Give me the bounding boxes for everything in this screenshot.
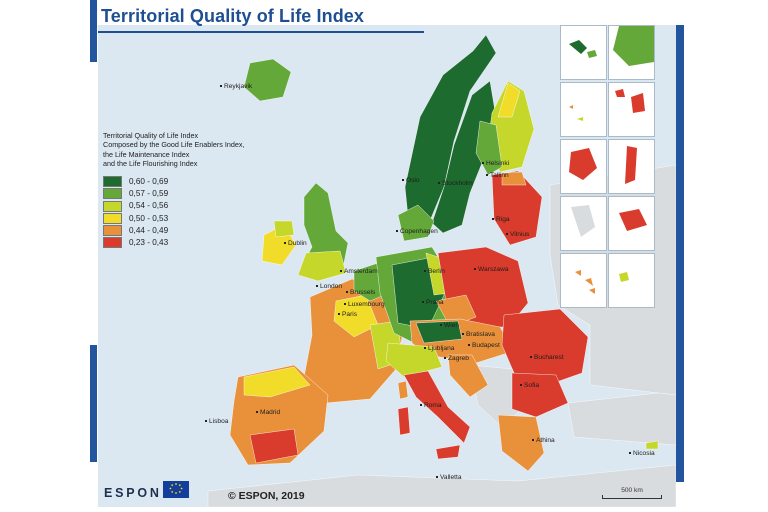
left-frame-bar-bottom [90, 345, 97, 462]
land-uk-south [297, 250, 347, 282]
legend-heading: Territorial Quality of Life Index [103, 131, 199, 140]
legend-label: 0,50 - 0,53 [129, 213, 169, 223]
city-label: Bucharest [530, 354, 564, 361]
city-label: Budapest [468, 342, 500, 349]
land-ireland-north [273, 220, 295, 238]
inset-7 [560, 196, 607, 251]
legend-item: 0,23 - 0,43 [103, 237, 273, 249]
land-iberia-north [243, 366, 311, 398]
city-label: Brussels [346, 289, 375, 296]
city-label: Copenhagen [396, 228, 438, 235]
city-label: Valletta [436, 474, 462, 481]
left-frame-bar-top [90, 0, 97, 62]
inset-2 [608, 25, 655, 80]
legend-item: 0,50 - 0,53 [103, 212, 273, 224]
eu-flag-icon [163, 481, 189, 498]
city-label: Wien [440, 322, 459, 329]
city-label: Warszawa [474, 266, 509, 273]
legend-item: 0,54 - 0,56 [103, 200, 273, 212]
inset-5 [560, 139, 607, 194]
city-label: Madrid [256, 409, 280, 416]
city-label: Berlin [424, 268, 445, 275]
legend-subtitle-line-3: and the Life Flourishing Index [103, 159, 198, 169]
city-label: Sofia [520, 382, 539, 389]
scale-bar: 500 km [602, 487, 662, 499]
legend-label: 0,44 - 0,49 [129, 225, 169, 235]
inset-3 [560, 82, 607, 137]
city-label: Oslo [402, 177, 420, 184]
legend-label: 0,60 - 0,69 [129, 177, 169, 187]
legend-items: 0,60 - 0,69 0,57 - 0,59 0,54 - 0,56 0,50… [103, 176, 273, 249]
espon-logo: ESPON [104, 486, 162, 500]
land-greece [497, 414, 545, 472]
land-turkey-nonespon [567, 390, 676, 446]
city-label: Ljubljana [424, 345, 454, 352]
inset-4 [608, 82, 655, 137]
legend-subtitle-line-1: Composed by the Good Life Enablers Index… [103, 140, 245, 150]
land-finland-north [497, 82, 521, 118]
land-sicily [435, 444, 461, 460]
land-africa-nonespon [207, 464, 676, 507]
land-corsica [397, 380, 409, 400]
city-label: Luxembourg [344, 301, 385, 308]
land-romania [501, 308, 589, 386]
scale-bar-line [602, 495, 662, 499]
legend-swatch [103, 212, 122, 224]
legend-item: 0,44 - 0,49 [103, 224, 273, 236]
legend: Territorial Quality of Life Index Compos… [103, 131, 273, 249]
city-label: Paris [338, 311, 357, 318]
inset-9 [560, 253, 607, 308]
city-label: Amsterdam [340, 268, 378, 275]
city-label: Riga [492, 216, 510, 223]
land-sardinia [397, 406, 411, 436]
legend-subtitle-line-2: the Life Maintenance Index [103, 149, 190, 159]
city-label: Roma [420, 402, 442, 409]
city-label: Stockholm [438, 180, 473, 187]
scale-bar-label: 500 km [621, 487, 643, 494]
city-label: Tallinn [486, 172, 509, 179]
inset-8 [608, 196, 655, 251]
city-label: Athina [532, 437, 555, 444]
legend-swatch [103, 237, 122, 249]
legend-swatch [103, 188, 122, 200]
land-iberia-south [249, 428, 299, 464]
legend-swatch [103, 176, 122, 188]
legend-item: 0,57 - 0,59 [103, 188, 273, 200]
legend-label: 0,23 - 0,43 [129, 237, 169, 247]
city-label: Helsinki [482, 160, 509, 167]
title-underline [98, 31, 424, 33]
inset-6 [608, 139, 655, 194]
land-iceland [243, 58, 292, 102]
city-label: Vilnius [506, 231, 529, 238]
legend-swatch [103, 200, 122, 212]
city-label: Nicosia [629, 450, 655, 457]
city-label: London [316, 283, 342, 290]
copyright-notice: © ESPON, 2019 [228, 490, 305, 502]
legend-swatch [103, 224, 122, 236]
page-title: Territorial Quality of Life Index [101, 6, 365, 26]
legend-item: 0,60 - 0,69 [103, 176, 273, 188]
legend-label: 0,54 - 0,56 [129, 201, 169, 211]
right-frame-bar [676, 25, 684, 482]
city-label: Zagreb [444, 355, 469, 362]
legend-label: 0,57 - 0,59 [129, 189, 169, 199]
land-czechia [435, 294, 477, 328]
city-label: Praha [422, 299, 444, 306]
inset-1 [560, 25, 607, 80]
land-cyprus [645, 440, 659, 450]
inset-10 [608, 253, 655, 308]
city-label: Reykjavik [220, 83, 252, 90]
city-label: Dublin [284, 240, 307, 247]
city-label: Bratislava [462, 331, 495, 338]
city-label: Lisboa [205, 418, 228, 425]
